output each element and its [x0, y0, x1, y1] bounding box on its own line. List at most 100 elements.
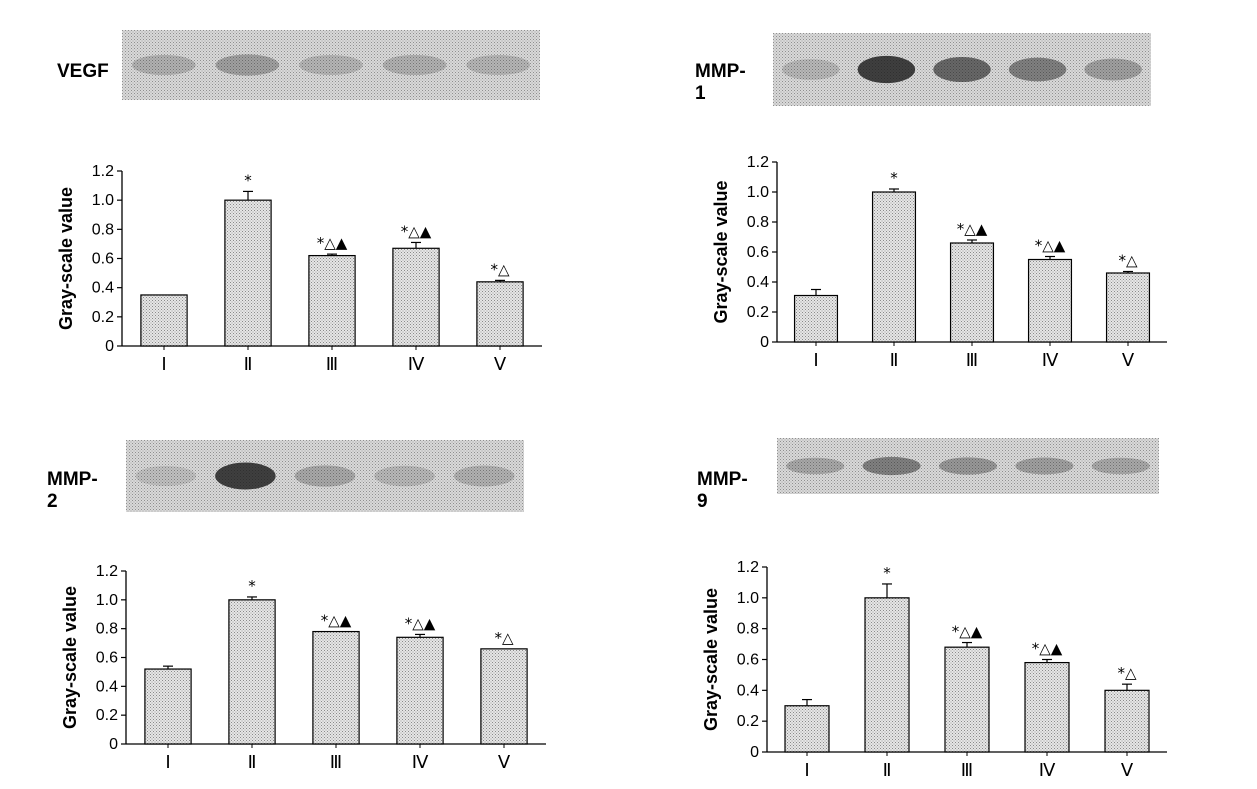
- x-tick-label: Ⅱ: [890, 350, 899, 370]
- bar: [140, 294, 188, 347]
- blot-label-mmp9: MMP-9: [697, 469, 748, 512]
- x-tick-label: Ⅴ: [1121, 760, 1134, 780]
- y-tick-label: 0.8: [747, 214, 769, 231]
- blot-background: [122, 30, 540, 100]
- y-tick-label: 0.6: [747, 244, 769, 261]
- significance-label: *△: [490, 260, 510, 278]
- x-tick-label: Ⅰ: [804, 760, 809, 780]
- significance-label: *△▲: [952, 623, 983, 641]
- blot-band: [1091, 457, 1150, 475]
- bar: [392, 247, 440, 347]
- blot-band: [135, 465, 197, 487]
- blot-band: [1084, 58, 1142, 81]
- x-tick-label: Ⅱ: [248, 752, 257, 772]
- significance-label: *△▲: [1032, 640, 1063, 658]
- bar: [396, 636, 444, 745]
- x-tick-label: Ⅴ: [498, 752, 511, 772]
- y-tick-label: 0.8: [92, 221, 114, 238]
- blot-background: [777, 438, 1159, 494]
- blot-band: [857, 55, 916, 84]
- significance-label: *△▲: [405, 614, 436, 632]
- x-tick-label: Ⅰ: [161, 354, 166, 374]
- significance-label: *△▲: [957, 220, 988, 238]
- y-tick-label: 0.6: [737, 652, 759, 669]
- y-tick-label: 1.2: [92, 163, 114, 180]
- bar: [871, 191, 917, 343]
- y-tick-label: 1.2: [96, 563, 118, 580]
- x-tick-label: Ⅰ: [165, 752, 170, 772]
- blot-band: [215, 462, 276, 490]
- western-blot-mmp9: [777, 438, 1159, 494]
- x-tick-label: Ⅴ: [1122, 350, 1135, 370]
- y-tick-label: 1.0: [96, 592, 118, 609]
- y-tick-label: 1.0: [737, 590, 759, 607]
- blot-band: [294, 465, 356, 487]
- blot-band: [215, 54, 280, 76]
- x-tick-label: Ⅲ: [966, 350, 978, 370]
- y-tick-label: 1.2: [747, 154, 769, 171]
- significance-label: *△: [1118, 252, 1138, 270]
- y-tick-label: 0: [109, 736, 118, 753]
- x-tick-label: Ⅱ: [244, 354, 253, 374]
- y-tick-label: 0.6: [96, 650, 118, 667]
- bar: [1027, 258, 1073, 343]
- y-tick-label: 0.6: [92, 251, 114, 268]
- y-axis-label: Gray-scale value: [60, 586, 80, 729]
- bar: [224, 199, 272, 347]
- bar: [864, 597, 910, 753]
- y-tick-label: 0.4: [92, 280, 114, 297]
- western-blot-mmp2: [126, 440, 524, 512]
- blot-label-vegf: VEGF: [57, 61, 109, 82]
- bar: [476, 281, 524, 347]
- significance-label: *△▲: [317, 234, 348, 252]
- x-tick-label: Ⅲ: [961, 760, 973, 780]
- y-tick-label: 1.0: [92, 192, 114, 209]
- y-tick-label: 0.4: [747, 274, 769, 291]
- y-tick-label: 0.2: [92, 309, 114, 326]
- bar: [1024, 661, 1070, 753]
- blot-band: [786, 457, 845, 475]
- x-tick-label: Ⅱ: [883, 760, 892, 780]
- significance-label: *: [248, 577, 256, 595]
- y-tick-label: 0.2: [747, 304, 769, 321]
- x-tick-label: Ⅰ: [813, 350, 818, 370]
- western-blot-vegf: [122, 30, 540, 100]
- blot-label-mmp2: MMP-2: [47, 469, 98, 512]
- bar: [1104, 689, 1150, 753]
- x-tick-label: Ⅲ: [330, 752, 342, 772]
- y-tick-label: 0.4: [737, 682, 759, 699]
- bar: [944, 646, 990, 753]
- y-axis-label: Gray-scale value: [701, 588, 721, 731]
- bar: [949, 242, 995, 343]
- significance-label: *△▲: [401, 222, 432, 240]
- y-tick-label: 0: [760, 334, 769, 351]
- blot-band: [132, 54, 196, 76]
- bar-chart-mmp1: 0 0.2 0.4 0.6 0.8 1.0 1.2 Gray-scale value Ⅰ Ⅱ * Ⅲ *…: [711, 154, 1167, 370]
- blot-band: [466, 54, 530, 76]
- significance-label: *: [883, 564, 891, 582]
- bar: [308, 254, 356, 347]
- bar: [312, 630, 360, 745]
- bar: [228, 599, 276, 745]
- x-tick-label: Ⅲ: [326, 354, 338, 374]
- bar-chart-vegf: 0 0.2 0.4 0.6 0.8 1.0 1.2 Gray-scale value Ⅰ Ⅱ * Ⅲ *…: [56, 163, 542, 374]
- bar: [144, 668, 192, 745]
- y-axis-label: Gray-scale value: [56, 187, 76, 330]
- bar-chart-mmp2: 0 0.2 0.4 0.6 0.8 1.0 1.2 Gray-scale value Ⅰ Ⅱ * Ⅲ *…: [60, 563, 546, 772]
- y-axis-label: Gray-scale value: [711, 180, 731, 323]
- bar: [480, 648, 528, 745]
- x-tick-label: Ⅴ: [494, 354, 507, 374]
- blot-band: [374, 465, 435, 487]
- blot-band: [933, 56, 991, 83]
- blot-band: [782, 59, 840, 80]
- western-blot-mmp1: [773, 33, 1151, 106]
- significance-label: *△▲: [1035, 237, 1066, 255]
- x-tick-label: Ⅳ: [412, 752, 429, 772]
- y-tick-label: 1.0: [747, 184, 769, 201]
- blot-band: [382, 54, 447, 76]
- blot-band: [862, 456, 921, 476]
- blot-band: [1008, 57, 1067, 82]
- y-tick-label: 0: [105, 338, 114, 355]
- blot-band: [938, 457, 998, 475]
- bar-chart-mmp9: 0 0.2 0.4 0.6 0.8 1.0 1.2 Gray-scale value Ⅰ Ⅱ * Ⅲ *…: [701, 559, 1167, 780]
